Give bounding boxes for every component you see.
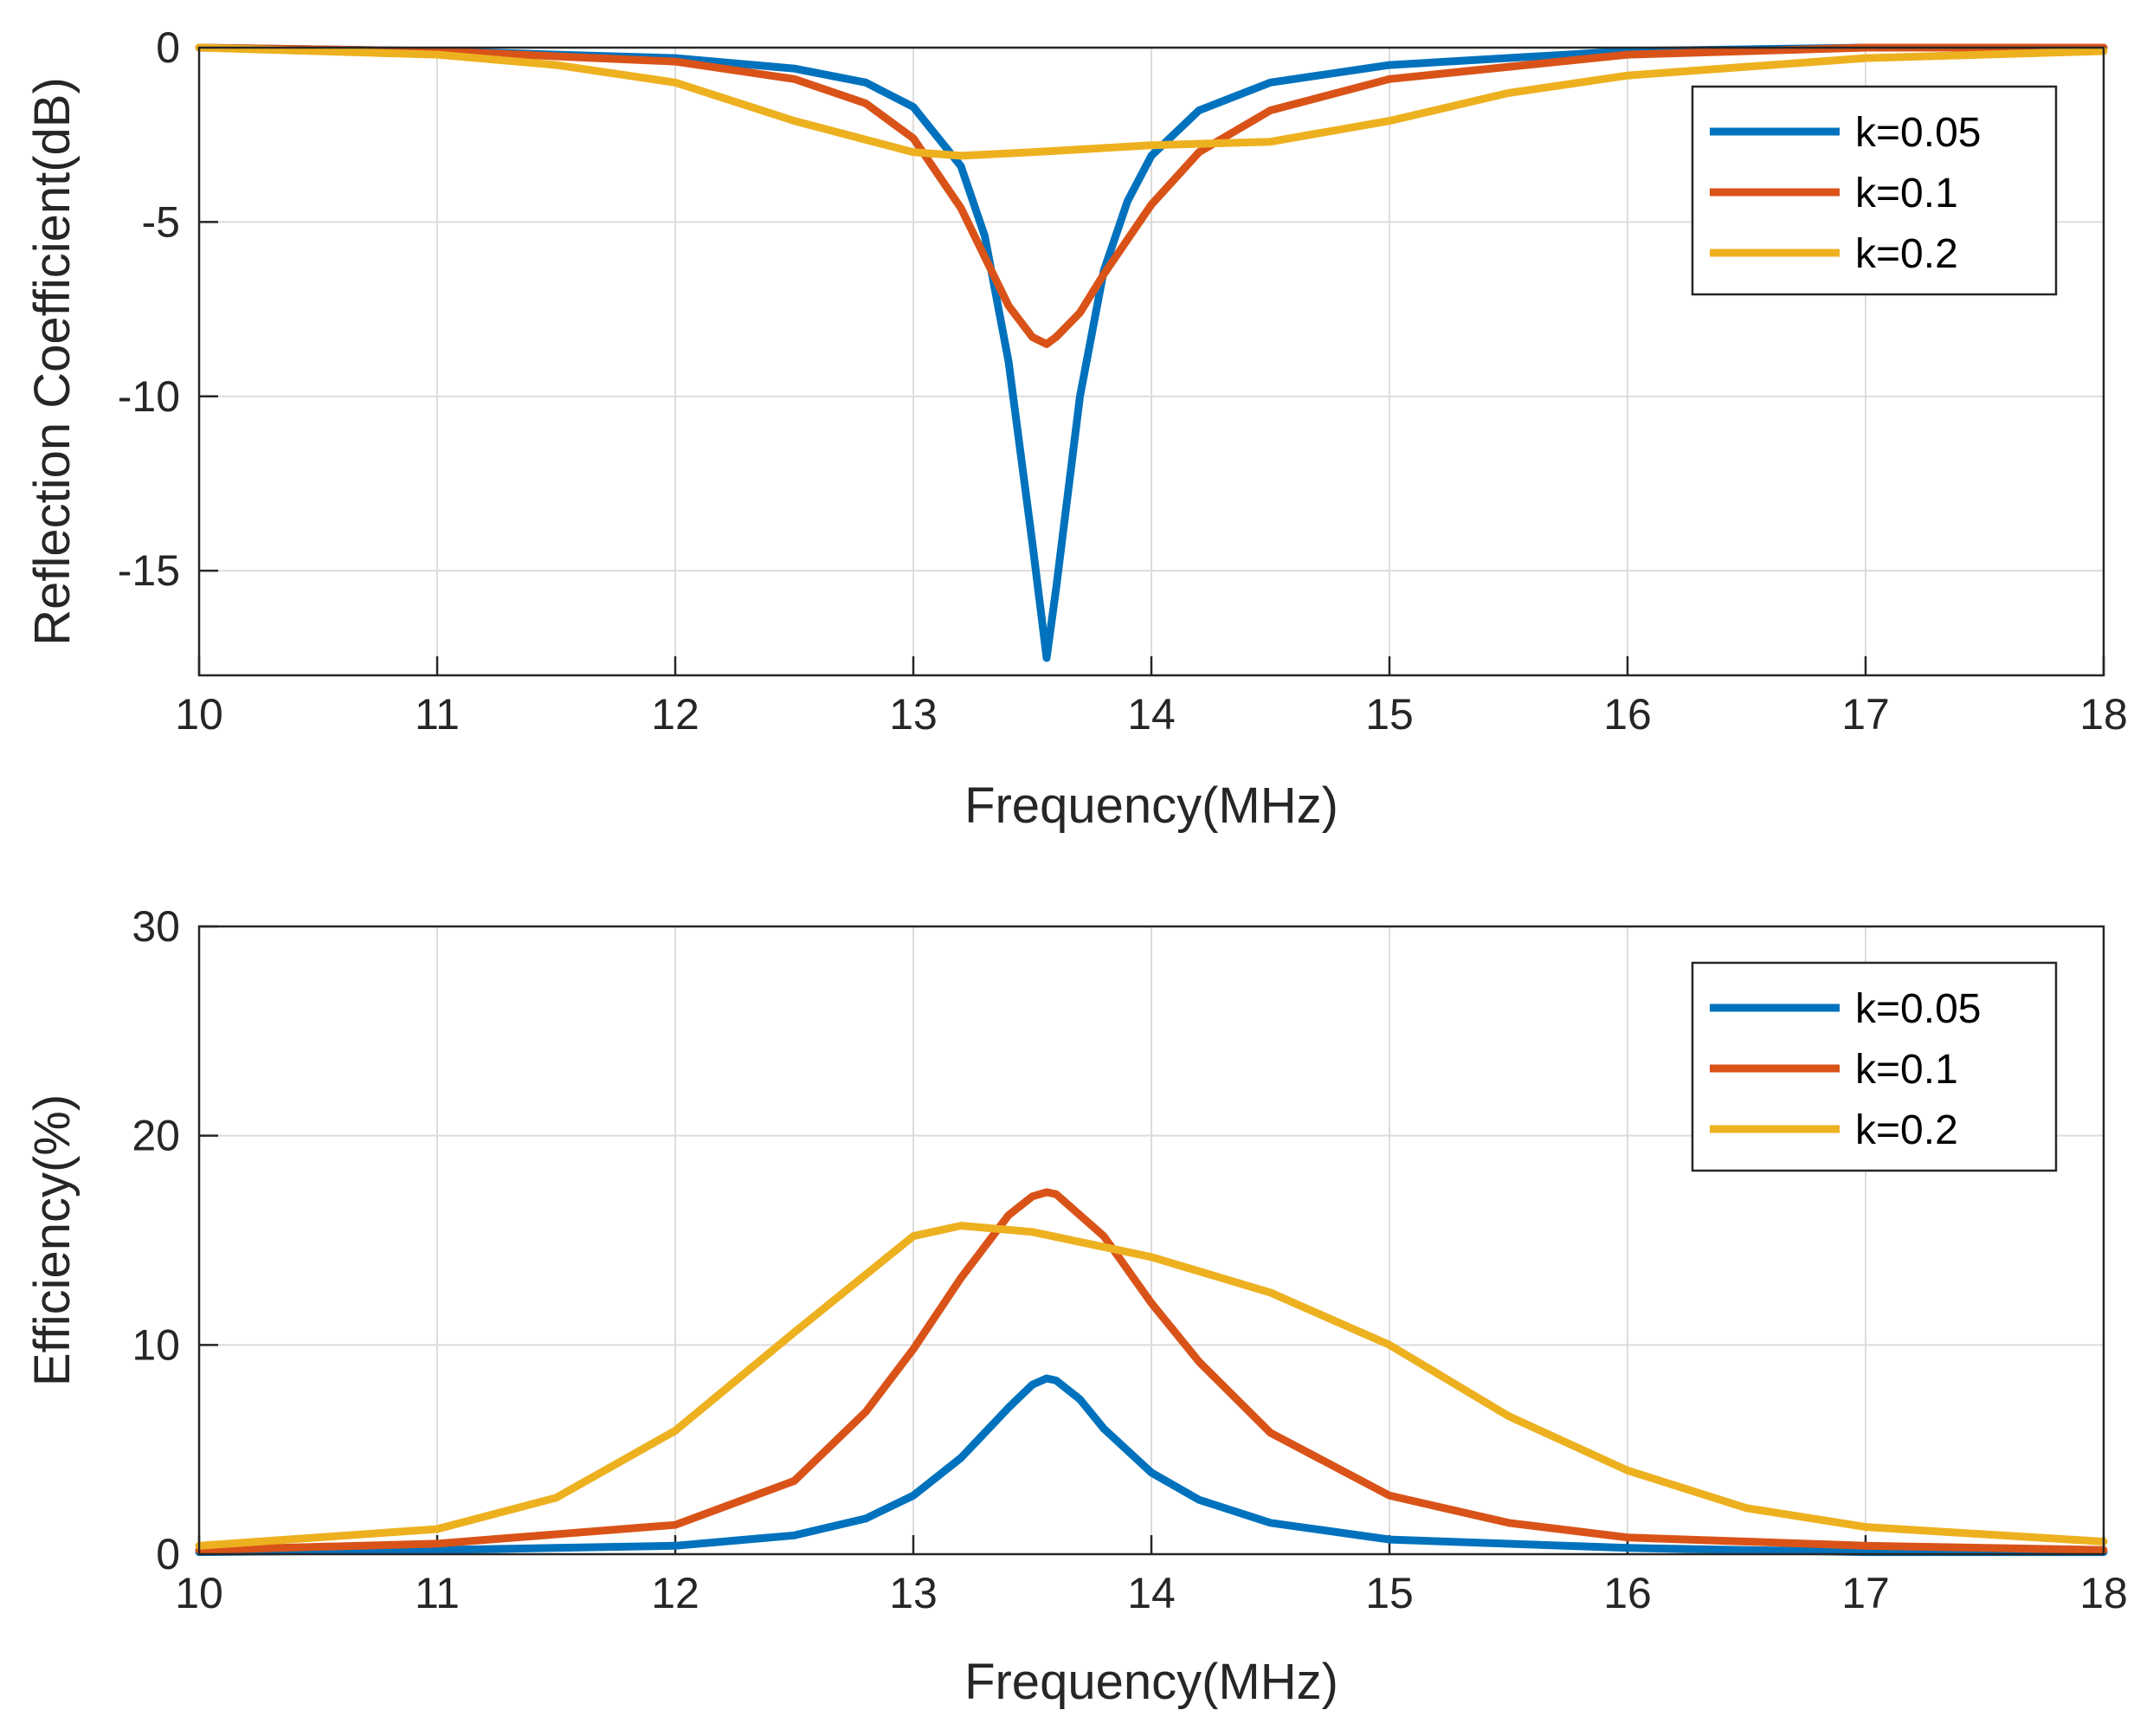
series-line-k=0.2 bbox=[195, 1222, 2108, 1550]
y-tick-label: 10 bbox=[132, 1320, 180, 1369]
x-tick-label: 12 bbox=[651, 690, 699, 739]
series-line-k=0.05 bbox=[195, 43, 2108, 662]
legend-label: k=0.05 bbox=[1855, 986, 1981, 1032]
x-axis-title: Frequency(MHz) bbox=[964, 778, 1338, 834]
y-tick-label: 20 bbox=[132, 1112, 180, 1160]
y-tick-label: -5 bbox=[142, 197, 180, 246]
x-tick-label: 11 bbox=[415, 1569, 460, 1617]
series-line-k=0.1 bbox=[195, 1188, 2108, 1554]
legend-label: k=0.2 bbox=[1855, 1107, 1958, 1153]
y-axis-title: Efficiency(%) bbox=[24, 1094, 81, 1386]
series-line-k=0.2 bbox=[195, 43, 2108, 160]
x-tick-label: 18 bbox=[2079, 1569, 2128, 1617]
x-tick-label: 10 bbox=[175, 690, 223, 739]
legend-label: k=0.1 bbox=[1855, 171, 1958, 216]
x-tick-label: 10 bbox=[175, 1569, 223, 1617]
chart-1: 10 11 12 13 14 15 16 17 18 0 -5 -10 -15 Frequency(MHz… bbox=[24, 23, 2128, 834]
x-tick-label: 12 bbox=[651, 1569, 699, 1617]
x-tick-label: 18 bbox=[2079, 690, 2128, 739]
x-tick-label: 15 bbox=[1365, 690, 1414, 739]
x-tick-label: 15 bbox=[1365, 1569, 1414, 1617]
y-axis-title: Reflection Coefficient(dB) bbox=[24, 77, 81, 646]
legend-label: k=0.05 bbox=[1855, 110, 1981, 156]
axes-box bbox=[197, 46, 2105, 677]
y-tick-label: -10 bbox=[118, 372, 180, 421]
x-tick-label: 13 bbox=[889, 1569, 938, 1617]
x-tick-label: 11 bbox=[415, 690, 460, 739]
legend: k=0.05 k=0.1 k=0.2 bbox=[1691, 85, 2058, 296]
y-tick-label: 0 bbox=[156, 1530, 180, 1578]
y-tick-label: 30 bbox=[132, 902, 180, 951]
x-axis-title: Frequency(MHz) bbox=[964, 1654, 1338, 1710]
x-tick-label: 17 bbox=[1841, 690, 1890, 739]
x-tick-label: 17 bbox=[1841, 1569, 1890, 1617]
x-tick-label: 16 bbox=[1603, 1569, 1652, 1617]
x-tick-label: 13 bbox=[889, 690, 938, 739]
series-line-k=0.05 bbox=[195, 1374, 2108, 1557]
legend-label: k=0.1 bbox=[1855, 1047, 1958, 1093]
axes-box bbox=[197, 925, 2105, 1556]
y-tick-label: 0 bbox=[156, 23, 180, 72]
legend: k=0.05 k=0.1 k=0.2 bbox=[1691, 961, 2058, 1172]
x-tick-label: 16 bbox=[1603, 690, 1652, 739]
y-tick-label: -15 bbox=[118, 546, 180, 595]
x-tick-label: 14 bbox=[1127, 690, 1176, 739]
legend-label: k=0.2 bbox=[1855, 231, 1958, 277]
chart-2: 10 11 12 13 14 15 16 17 180102030Frequency(MHz)E… bbox=[24, 902, 2128, 1710]
x-tick-label: 14 bbox=[1127, 1569, 1176, 1617]
series-line-k=0.1 bbox=[195, 43, 2108, 348]
